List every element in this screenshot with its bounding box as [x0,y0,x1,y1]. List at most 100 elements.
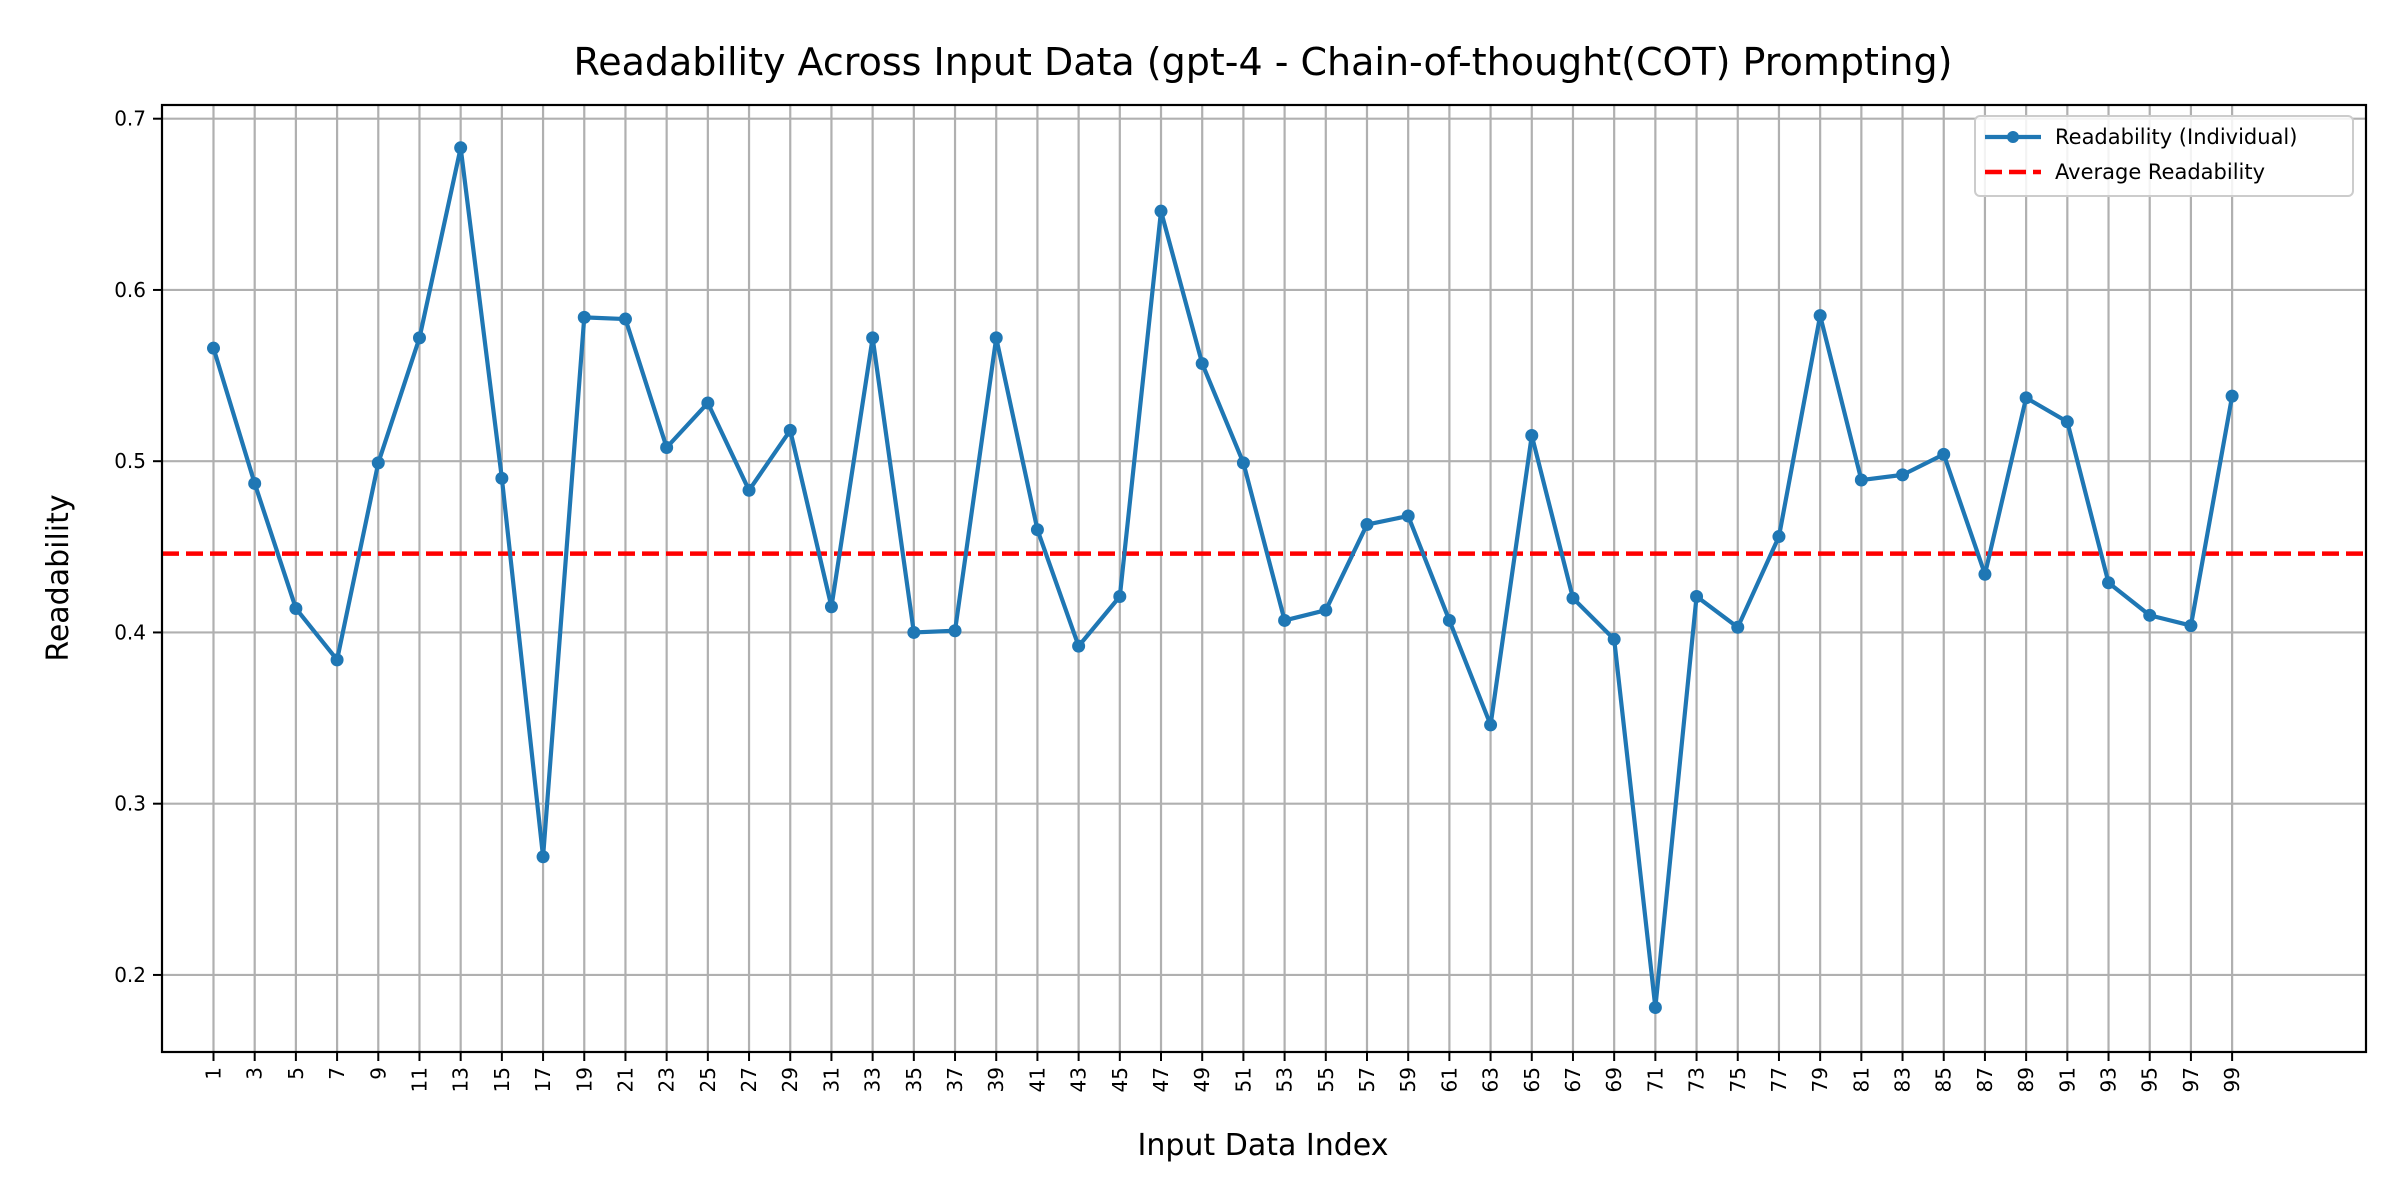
data-point-43 [1072,639,1086,653]
x-tick-label: 37 [943,1067,967,1092]
data-point-35 [907,625,921,639]
x-tick-label: 91 [2055,1067,2079,1092]
data-point-77 [1772,530,1786,544]
x-tick-label: 33 [861,1067,885,1092]
x-tick-label: 31 [819,1067,843,1092]
data-point-13 [454,141,468,155]
data-point-29 [783,423,797,437]
data-point-89 [2019,391,2033,405]
data-point-51 [1236,456,1250,470]
y-tick-label: 0.5 [114,449,146,473]
y-tick-labels: 0.2 0.3 0.4 0.5 0.6 0.7 [114,107,146,987]
y-grid [162,117,2366,977]
x-tick-label: 81 [1849,1067,1873,1092]
x-tick-label: 35 [902,1067,926,1092]
x-tick-label: 19 [572,1067,596,1092]
x-tick-label: 21 [613,1067,637,1092]
data-point-11 [412,331,426,345]
x-tick-label: 5 [284,1067,308,1080]
x-tick-label: 43 [1067,1067,1091,1092]
data-point-95 [2143,608,2157,622]
x-tick-label: 99 [2220,1067,2244,1092]
data-point-83 [1896,468,1910,482]
data-point-1 [206,341,220,355]
plot-frame [160,103,2368,1054]
data-point-93 [2102,576,2116,590]
y-tick-label: 0.6 [114,278,146,302]
x-tick-label: 3 [243,1067,267,1080]
x-grid [212,105,2234,1052]
data-point-99 [2225,389,2239,403]
data-point-23 [660,440,674,454]
data-point-67 [1566,591,1580,605]
x-tick-label: 75 [1726,1067,1750,1092]
x-tick-label: 17 [531,1067,555,1092]
x-tick-label: 49 [1190,1067,1214,1092]
data-point-57 [1360,518,1374,532]
x-tick-label: 1 [201,1067,225,1080]
x-tick-label: 45 [1108,1067,1132,1092]
x-tick-label: 53 [1273,1067,1297,1092]
x-tick-label: 41 [1025,1067,1049,1092]
x-tick-label: 59 [1396,1067,1420,1092]
x-tick-label: 23 [655,1067,679,1092]
data-point-75 [1731,620,1745,634]
data-point-5 [289,601,303,615]
readability-points [206,141,2239,1014]
x-tick-label: 57 [1355,1067,1379,1092]
x-tick-label: 97 [2179,1067,2203,1092]
x-tick-label: 47 [1149,1067,1173,1092]
x-tick-label: 71 [1643,1067,1667,1092]
data-point-17 [536,850,550,864]
data-point-53 [1278,613,1292,627]
data-point-55 [1319,603,1333,617]
data-point-69 [1607,632,1621,646]
y-tick-label: 0.3 [114,792,146,816]
y-tick-label: 0.2 [114,963,146,987]
data-point-3 [248,476,262,490]
readability-series-line [211,145,2235,1010]
data-point-71 [1648,1000,1662,1014]
data-point-33 [866,331,880,345]
x-tick-label: 65 [1520,1067,1544,1092]
y-axis-label: Readability [41,494,76,661]
data-point-81 [1854,473,1868,487]
x-tick-label: 39 [984,1067,1008,1092]
data-point-97 [2184,619,2198,633]
data-point-79 [1813,309,1827,323]
x-tick-label: 83 [1891,1067,1915,1092]
data-point-9 [371,456,385,470]
data-point-61 [1442,613,1456,627]
data-point-91 [2060,415,2074,429]
x-tick-label: 61 [1437,1067,1461,1092]
x-tick-label: 89 [2014,1067,2038,1092]
data-point-47 [1154,204,1168,218]
data-point-49 [1195,357,1209,371]
x-tick-label: 67 [1561,1067,1585,1092]
x-tick-label: 79 [1808,1067,1832,1092]
x-axis-label: Input Data Index [1138,1128,1389,1163]
data-point-73 [1690,589,1704,603]
x-tick-label: 93 [2097,1067,2121,1092]
data-point-31 [824,600,838,614]
x-tick-label: 87 [1973,1067,1997,1092]
data-point-37 [948,624,962,638]
data-point-21 [618,312,632,326]
x-tick-label: 11 [407,1067,431,1092]
x-tick-label: 51 [1231,1067,1255,1092]
data-point-7 [330,653,344,667]
data-point-59 [1401,509,1415,523]
data-point-87 [1978,567,1992,581]
legend-series-label: Readability (Individual) [2055,125,2297,149]
x-tick-label: 25 [696,1067,720,1092]
x-tick-label: 27 [737,1067,761,1092]
x-tick-label: 9 [366,1067,390,1080]
x-tick-label: 85 [1932,1067,1956,1092]
x-tick-labels: 1 3 5 7 9 11 13 15 17 19 21 23 25 27 29 31 33 35 37 39 41 43 4… [201,1067,2244,1092]
legend-average-label: Average Readability [2055,160,2265,184]
data-point-19 [577,310,591,324]
x-tick-label: 73 [1685,1067,1709,1092]
data-point-15 [495,471,509,485]
y-tick-label: 0.4 [114,620,146,644]
